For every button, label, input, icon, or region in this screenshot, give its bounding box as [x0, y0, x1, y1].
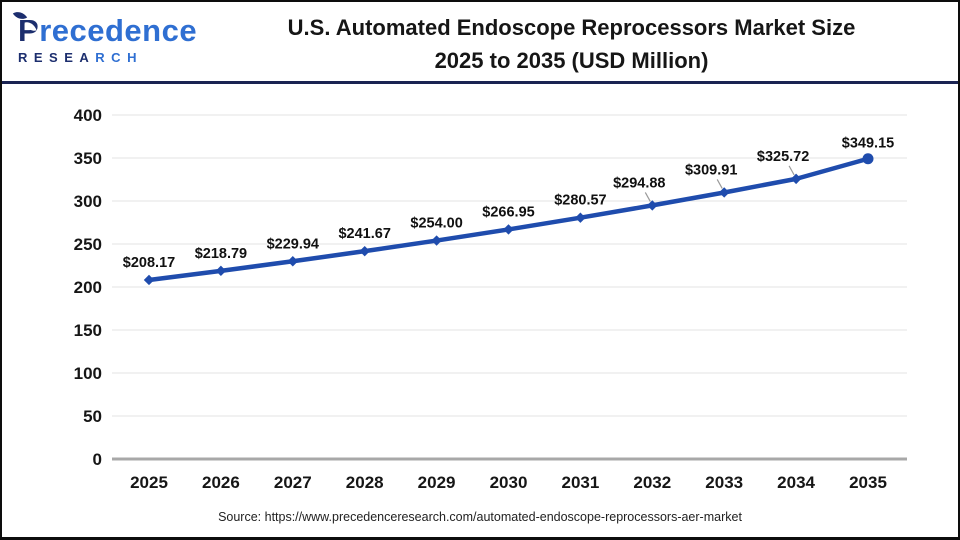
logo-subtitle: RESEARCH: [18, 50, 143, 65]
data-point-marker: [790, 173, 802, 185]
header: P recedence RESEARCH U.S. Automated Endo…: [2, 2, 958, 84]
data-point-label: $229.94: [267, 236, 319, 252]
y-tick-label: 400: [74, 106, 102, 125]
market-size-line-chart: 0 50 100 150 200 250 300 350 400 2025 2026 2027 2028…: [74, 106, 907, 492]
data-point-markers: [143, 153, 874, 286]
data-point-marker: [647, 200, 658, 211]
data-point-marker: [503, 224, 514, 235]
data-point-label: $241.67: [338, 226, 390, 242]
x-tick-label: 2034: [777, 473, 815, 492]
data-point-marker: [719, 187, 730, 198]
x-axis-labels: 2025 2026 2027 2028 2029 2030 2031 2032 2033 2034…: [130, 473, 887, 492]
data-point-label: $254.00: [410, 216, 462, 232]
chart-title: U.S. Automated Endoscope Reprocessors Ma…: [197, 11, 946, 77]
x-tick-label: 2027: [274, 473, 312, 492]
data-point-label: $294.88: [613, 175, 665, 191]
label-leader-line: [788, 165, 795, 176]
label-leader-lines: [644, 165, 795, 202]
data-point-marker: [575, 212, 586, 223]
data-point-marker: [359, 245, 370, 257]
x-tick-label: 2030: [490, 473, 528, 492]
x-tick-label: 2025: [130, 473, 168, 492]
data-point-marker: [287, 256, 298, 267]
y-tick-label: 350: [74, 149, 102, 168]
logo-letter-p: P: [12, 8, 39, 48]
logo-wordmark-rest: recedence: [39, 13, 198, 48]
data-point-marker: [862, 153, 874, 165]
y-axis-labels: 0 50 100 150 200 250 300 350 400: [74, 106, 102, 469]
y-tick-label: 200: [74, 278, 102, 297]
chart-title-line2: 2025 to 2035 (USD Million): [434, 48, 709, 73]
data-point-label: $280.57: [554, 193, 606, 209]
y-tick-label: 0: [93, 450, 102, 469]
x-tick-label: 2035: [849, 473, 887, 492]
label-leader-line: [716, 179, 723, 189]
gridlines: [112, 114, 907, 461]
y-tick-label: 150: [74, 321, 102, 340]
data-point-label: $325.72: [757, 149, 809, 165]
data-labels: $208.17 $218.79 $229.94 $241.67 $254.00 $266.…: [123, 136, 894, 271]
data-point-marker: [215, 265, 227, 277]
y-tick-label: 50: [83, 407, 102, 426]
y-tick-label: 300: [74, 192, 102, 211]
data-point-label: $218.79: [195, 246, 247, 262]
data-point-label: $309.91: [685, 162, 737, 178]
data-point-label: $208.17: [123, 255, 175, 271]
y-tick-label: 250: [74, 235, 102, 254]
data-point-label: $349.15: [842, 136, 894, 152]
precedence-research-logo: P recedence RESEARCH: [12, 8, 198, 65]
data-point-marker: [431, 235, 442, 246]
x-tick-label: 2029: [418, 473, 456, 492]
x-tick-label: 2028: [346, 473, 384, 492]
x-tick-label: 2033: [705, 473, 743, 492]
data-point-label: $266.95: [482, 204, 534, 220]
y-tick-label: 100: [74, 364, 102, 383]
label-leader-line: [644, 192, 651, 202]
chart-title-line1: U.S. Automated Endoscope Reprocessors Ma…: [287, 15, 856, 40]
x-tick-label: 2026: [202, 473, 240, 492]
x-tick-label: 2032: [633, 473, 671, 492]
logo-wordmark: P recedence: [12, 8, 198, 48]
x-tick-label: 2031: [561, 473, 599, 492]
data-point-marker: [143, 274, 155, 286]
source-citation: Source: https://www.precedenceresearch.c…: [218, 510, 742, 524]
